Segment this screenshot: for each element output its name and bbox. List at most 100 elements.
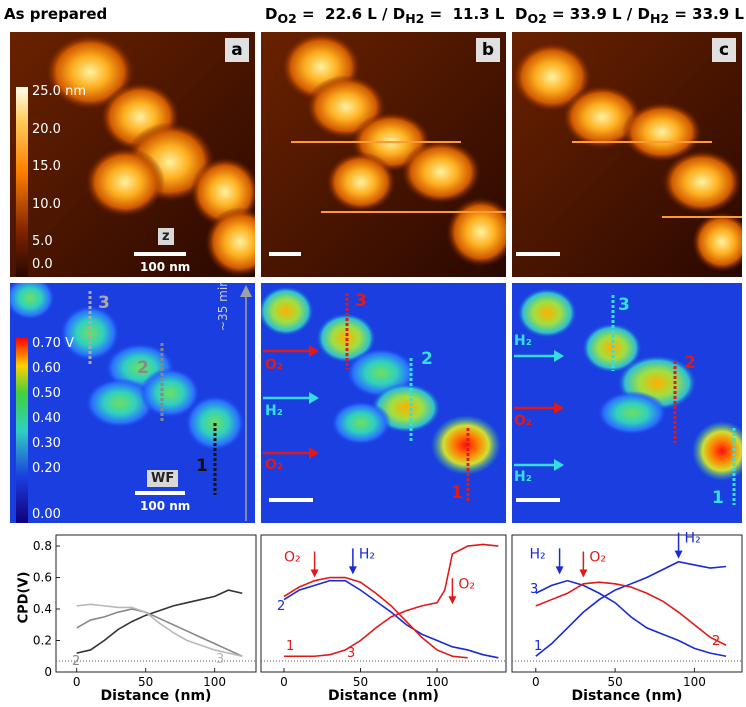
topo-colorbar [16, 87, 28, 277]
plot-frame-2 [511, 534, 743, 673]
topo-tick-4: 5.0 [32, 234, 53, 249]
kpfm-panel-a: 0.70 V 0.60 0.50 0.40 0.30 0.20 0.00 3 2… [10, 283, 255, 523]
kpfm-image-a [10, 283, 255, 523]
panel-letter-c: c [712, 38, 736, 62]
y-tick-label-3: 0.6 [33, 571, 52, 585]
x-tick-label-0-1: 50 [138, 675, 153, 689]
x-tick-label-2-2: 100 [683, 675, 706, 689]
cpd-plots: 0 50 100 0 0.2 0.4 0.6 0.8 Distance (nm) 1 2 3 0 50 10… [33, 531, 743, 704]
scalebar-kpfm-b [269, 498, 313, 502]
wf-label: WF [147, 470, 179, 487]
curve-label-1-1: 1 [286, 639, 294, 654]
arrow-label-b2: H₂ [265, 403, 283, 419]
series-1-3 [283, 576, 468, 659]
arrow-label-b1: O₂ [265, 357, 284, 373]
profile-label-c2: 2 [684, 353, 696, 373]
series-0-3 [76, 603, 243, 658]
kpfm-panel-b: 3 2 1 O₂ H₂ O₂ [261, 283, 506, 523]
x-axis-label-2: Distance (nm) [572, 688, 683, 704]
kpfm-panel-c: 3 2 1 H₂ O₂ H₂ [512, 283, 742, 523]
kpfm-tick-6: 0.00 [32, 507, 61, 522]
z-label: z [158, 228, 174, 245]
header-b: DO2 = 22.6 L / DH2 = 11.3 L [265, 5, 505, 26]
y-tick-label-4: 0.8 [33, 539, 52, 553]
curve-label-0-1: 2 [72, 654, 80, 669]
x-tick-label-2-1: 50 [607, 675, 622, 689]
series-0-2 [76, 608, 243, 657]
header-a: As prepared [4, 5, 108, 23]
series-2-2 [535, 581, 727, 646]
scalebar-a [134, 252, 186, 256]
topo-image-b [261, 32, 506, 277]
kpfm-tick-0: 0.70 V [32, 336, 74, 351]
x-tick-label-1-0: 0 [280, 675, 288, 689]
kpfm-tick-5: 0.20 [32, 461, 61, 476]
profile-label-a3: 3 [98, 293, 110, 313]
curve-label-0-2: 3 [216, 652, 224, 667]
curve-label-2-0: 3 [530, 582, 538, 597]
series-0-1 [76, 589, 243, 654]
panel-letter-a: a [225, 38, 249, 62]
annotation-label-2-2: H₂ [685, 531, 701, 547]
profile-label-a2: 2 [137, 358, 149, 378]
kpfm-tick-1: 0.60 [32, 361, 61, 376]
topo-tick-1: 20.0 [32, 122, 61, 137]
plot-frame-0 [55, 534, 257, 673]
curve-label-1-0: 2 [277, 599, 285, 614]
topo-panel-b: b [261, 32, 506, 277]
profile-label-b2: 2 [421, 349, 433, 369]
annotation-head-1-0 [310, 569, 319, 578]
profile-label-a1: 1 [196, 456, 208, 476]
annotation-head-1-2 [448, 596, 457, 605]
profile-label-c1: 1 [712, 488, 724, 508]
kpfm-image-b [261, 283, 506, 523]
panel-letter-b: b [476, 38, 500, 62]
topo-blobs-c [512, 42, 742, 272]
annotation-label-1-0: O₂ [284, 550, 301, 566]
scale-label-kpfm-a: 100 nm [140, 499, 191, 513]
scalebar-kpfm-a [135, 491, 185, 495]
x-axis-label-1: Distance (nm) [328, 688, 439, 704]
topo-panel-a: 25.0 nm 20.0 15.0 10.0 5.0 0.0 a z 100 n… [10, 32, 255, 277]
topo-blobs-a [45, 34, 255, 277]
kpfm-colorbar [16, 338, 28, 523]
topo-tick-3: 10.0 [32, 197, 61, 212]
topo-tick-2: 15.0 [32, 159, 61, 174]
annotation-head-2-1 [579, 569, 588, 578]
annotation-label-2-0: H₂ [529, 546, 545, 562]
x-axis-label-0: Distance (nm) [101, 688, 212, 704]
scalebar-b [269, 252, 301, 256]
x-tick-label-1-1: 50 [353, 675, 368, 689]
topo-image-c [512, 32, 742, 277]
annotation-head-1-1 [348, 566, 357, 575]
series-2-3 [535, 579, 727, 658]
y-tick-label-2: 0.4 [33, 602, 52, 616]
profile-label-c3: 3 [618, 295, 630, 315]
profile-label-b1: 1 [451, 483, 463, 503]
arrow-label-c3: H₂ [514, 469, 532, 485]
scale-label-a: 100 nm [140, 260, 191, 274]
topo-image-a [10, 32, 255, 277]
series-2-1 [535, 560, 727, 657]
annotation-label-2-1: O₂ [589, 550, 606, 566]
topo-tick-0: 25.0 nm [32, 84, 86, 99]
header-c: DO2 = 33.9 L / DH2 = 33.9 L [515, 5, 744, 26]
annotation-label-1-1: H₂ [359, 546, 375, 562]
annotation-head-2-2 [674, 550, 683, 559]
series-1-2 [283, 579, 499, 659]
kpfm-tick-4: 0.30 [32, 436, 61, 451]
scalebar-c [516, 252, 560, 256]
scalebar-kpfm-c [516, 498, 560, 502]
kpfm-tick-3: 0.40 [32, 411, 61, 426]
curve-label-1-2: 3 [347, 646, 355, 661]
y-tick-label-0: 0 [44, 665, 52, 679]
topo-tick-5: 0.0 [32, 257, 53, 272]
profile-label-b3: 3 [355, 291, 367, 311]
x-tick-label-0-2: 100 [203, 675, 226, 689]
annotation-label-1-2: O₂ [458, 576, 475, 592]
x-tick-label-1-2: 100 [426, 675, 449, 689]
y-tick-label-1: 0.2 [33, 634, 52, 648]
arrow-label-c2: O₂ [514, 413, 533, 429]
kpfm-tick-2: 0.50 [32, 386, 61, 401]
x-tick-label-2-0: 0 [532, 675, 540, 689]
